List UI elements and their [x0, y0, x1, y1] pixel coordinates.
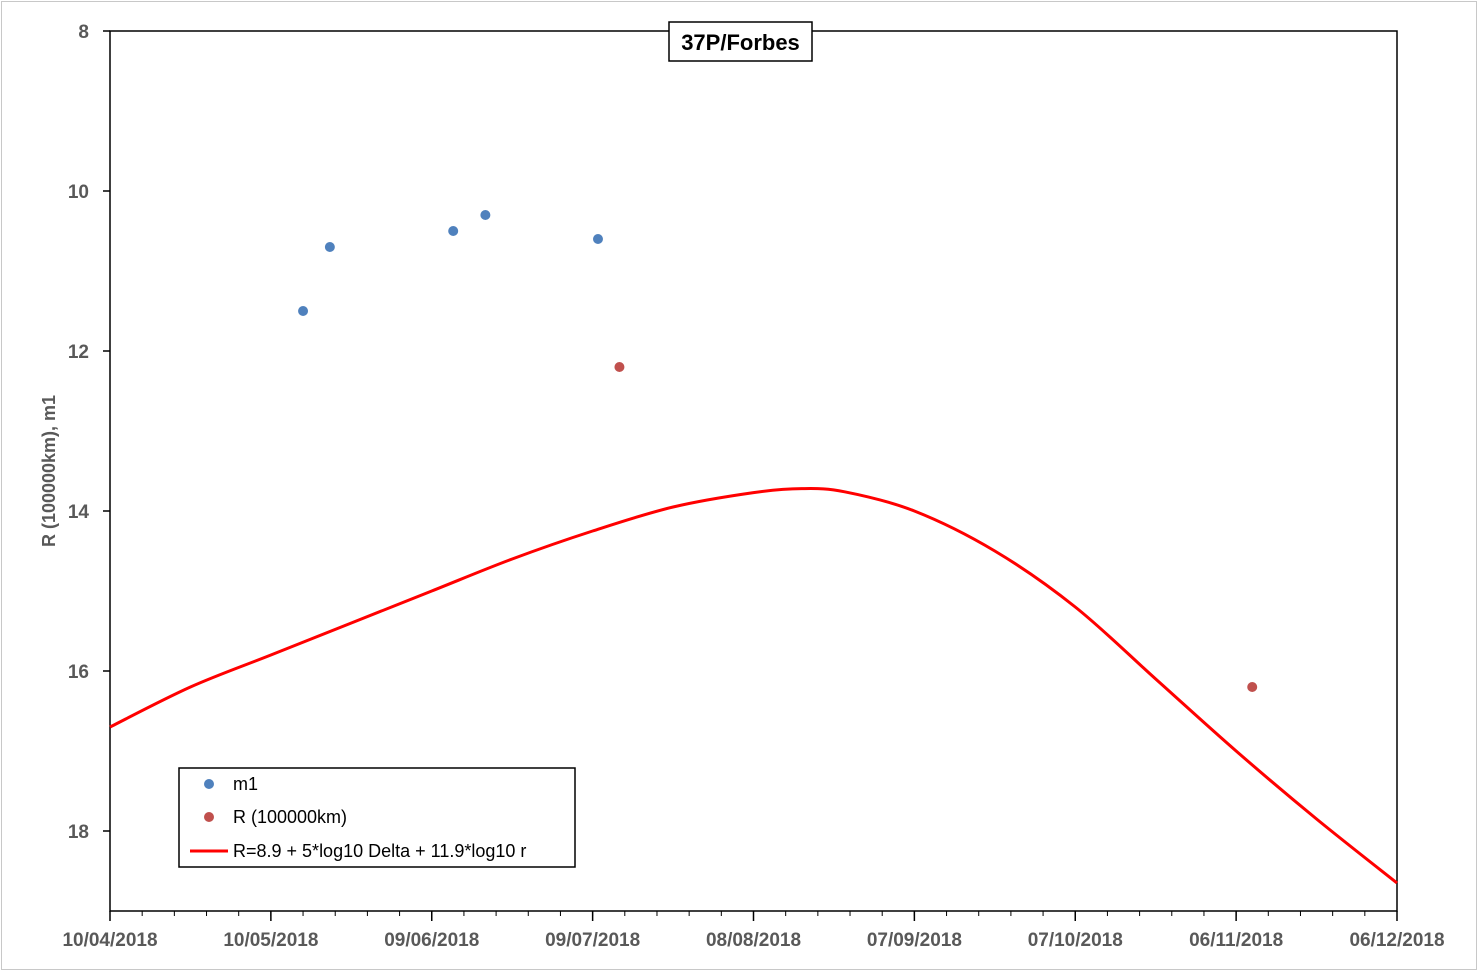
- chart-title: 37P/Forbes: [681, 30, 800, 55]
- legend-label: R (100000km): [233, 807, 347, 827]
- x-tick-label: 08/08/2018: [706, 930, 801, 951]
- y-tick-label: 14: [68, 502, 90, 523]
- x-axis: 10/04/2018 10/05/2018 09/06/2018 09/07/2018…: [62, 911, 1445, 951]
- y-axis: 8 10 12 14 16 18: [68, 22, 110, 843]
- y-tick-label: 18: [68, 822, 89, 843]
- y-tick-label: 16: [68, 662, 89, 683]
- legend-border: [178, 767, 576, 868]
- y-tick-label: 10: [68, 182, 89, 203]
- legend-marker-m1: [204, 779, 214, 789]
- m1-point: [592, 234, 603, 244]
- x-tick-label: 09/06/2018: [384, 930, 479, 951]
- legend-marker-r: [204, 812, 214, 822]
- x-tick-label: 06/12/2018: [1349, 930, 1444, 951]
- fit-curve-line: [109, 487, 1398, 885]
- m1-point: [480, 210, 491, 220]
- m1-point: [324, 242, 335, 252]
- r-point: [614, 362, 625, 372]
- m1-point: [448, 226, 459, 236]
- series-layer: [109, 210, 1398, 885]
- legend: m1 R (100000km) R=8.9 + 5*log10 Delta + 11…: [178, 767, 576, 868]
- legend-label: R=8.9 + 5*log10 Delta + 11.9*log10 r: [233, 841, 526, 861]
- y-tick-label: 12: [68, 342, 89, 363]
- legend-label: m1: [233, 774, 258, 794]
- chart-title-border: [668, 21, 813, 62]
- x-tick-label: 10/04/2018: [62, 930, 157, 951]
- y-tick-label: 8: [78, 22, 89, 43]
- chart-title-box: 37P/Forbes: [668, 21, 813, 62]
- m1-point: [298, 306, 309, 316]
- x-tick-label: 06/11/2018: [1189, 930, 1283, 951]
- x-tick-label: 09/07/2018: [545, 930, 640, 951]
- x-tick-label: 07/09/2018: [867, 930, 962, 951]
- r-point: [1247, 682, 1258, 692]
- y-axis-title: R (100000km), m1: [39, 395, 59, 547]
- x-tick-label: 10/05/2018: [223, 930, 318, 951]
- x-tick-label: 07/10/2018: [1028, 930, 1123, 951]
